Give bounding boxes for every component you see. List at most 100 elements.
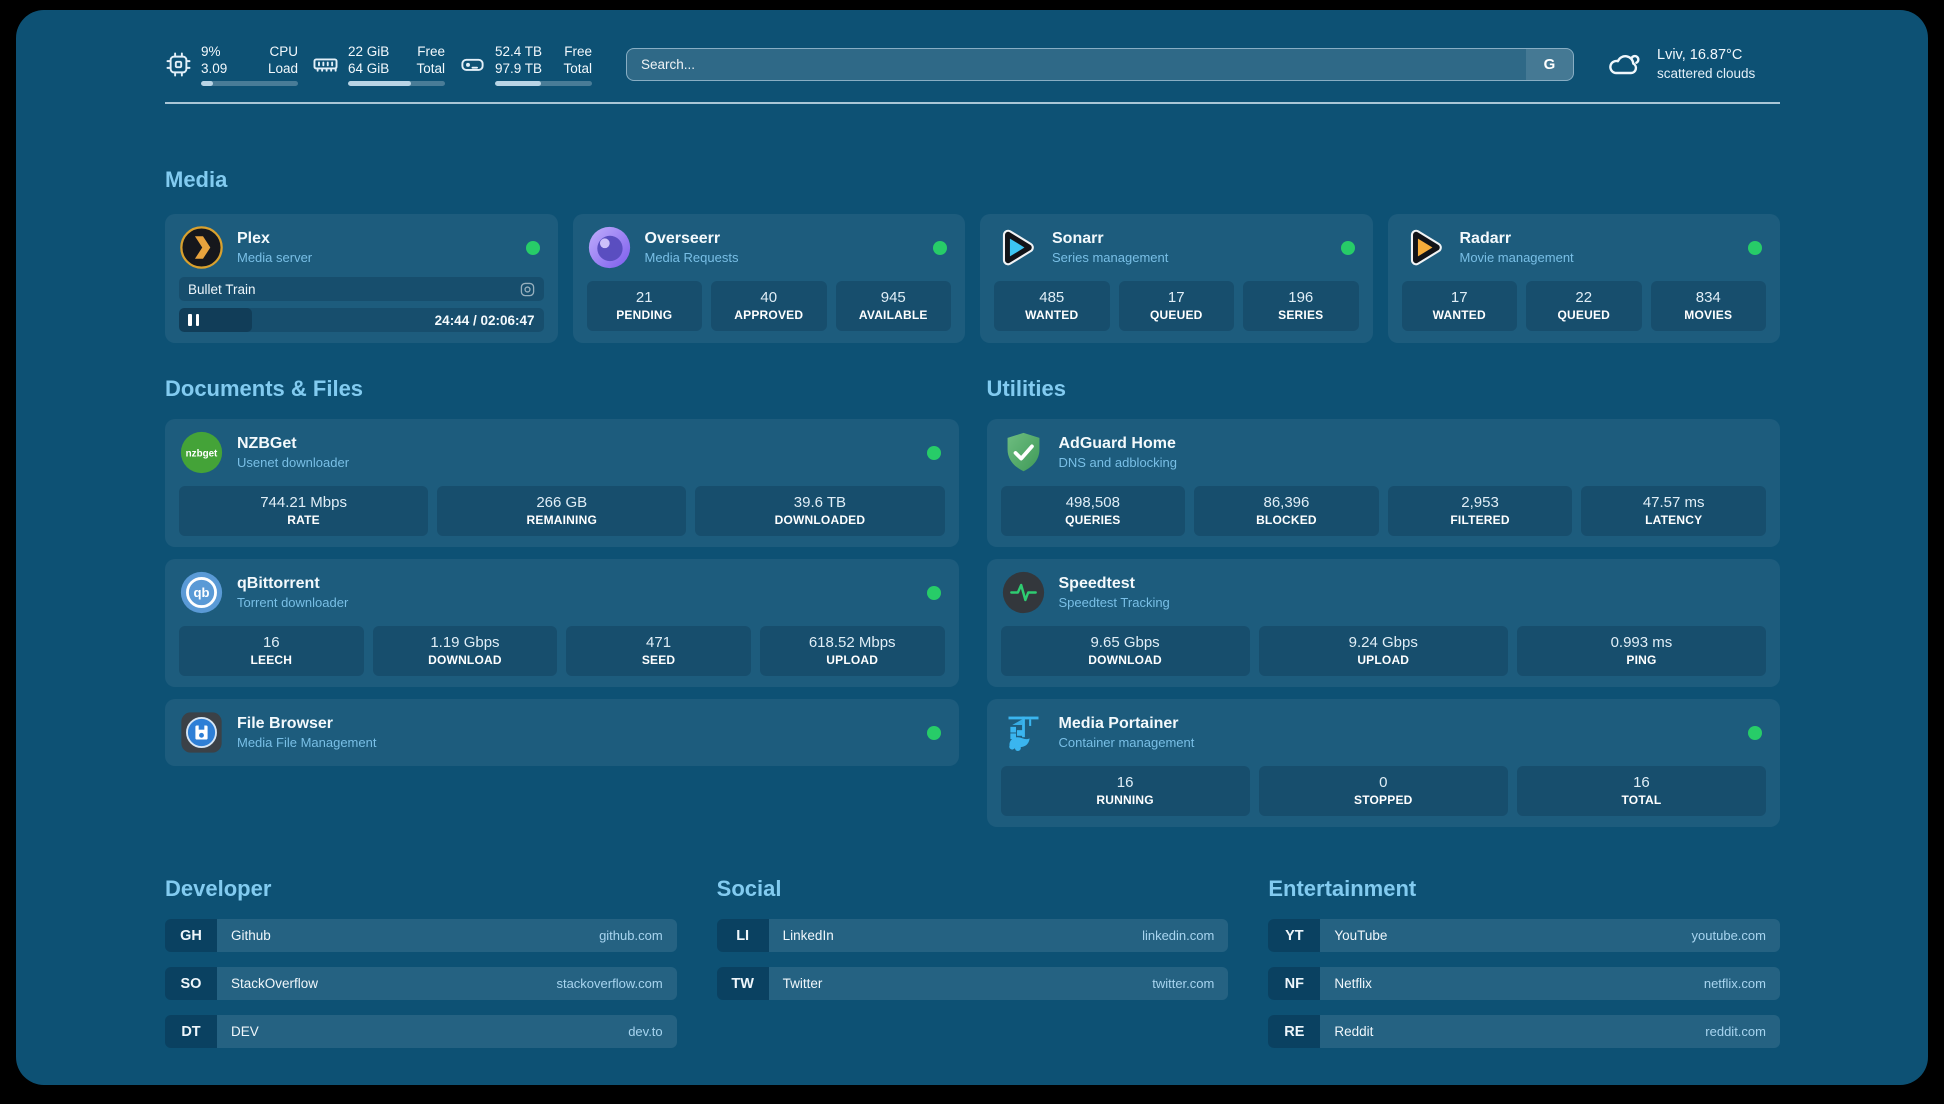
- app-card-sonarr[interactable]: Sonarr Series management 485 WANTED 17 Q…: [980, 214, 1373, 343]
- app-card-overseerr[interactable]: Overseerr Media Requests 21 PENDING 40 A…: [572, 214, 965, 343]
- stat-downloaded: 39.6 TB DOWNLOADED: [695, 486, 945, 536]
- app-card-plex[interactable]: Plex Media server Bullet Train: [165, 214, 558, 343]
- search-engine-button[interactable]: G: [1526, 48, 1573, 80]
- section-title-documents: Documents & Files: [165, 376, 364, 401]
- bookmark-abbr: NF: [1268, 967, 1321, 1000]
- radarr-icon: [1402, 225, 1447, 270]
- top-bar: 9% CPU 3.09 Load: [165, 40, 1780, 88]
- header-divider: [165, 102, 1780, 104]
- stat-ping: 0.993 ms PING: [1516, 626, 1767, 676]
- bookmark-reddit[interactable]: RE Reddit reddit.com: [1268, 1015, 1780, 1048]
- stat-movies: 834 MOVIES: [1650, 281, 1766, 331]
- now-playing-row: Bullet Train: [179, 277, 544, 301]
- app-subtitle: Movie management: [1459, 250, 1574, 265]
- status-dot: [1748, 240, 1762, 255]
- app-subtitle: Speedtest Tracking: [1058, 595, 1170, 610]
- stat-queued: 17 QUEUED: [1118, 281, 1234, 331]
- playback-progress-row: 24:44 / 02:06:47: [179, 308, 544, 332]
- status-dot: [926, 445, 941, 460]
- app-name: Plex: [237, 230, 270, 247]
- status-dot: [933, 240, 947, 255]
- stat-upload: 9.24 Gbps UPLOAD: [1258, 626, 1508, 676]
- filebrowser-icon: [179, 710, 224, 755]
- bookmark-abbr: SO: [165, 967, 217, 1000]
- cpu-progress-bar: [201, 80, 298, 86]
- nzbget-icon: nzbget: [179, 430, 224, 475]
- ram-total-value: 64 GiB: [348, 60, 390, 76]
- search-input[interactable]: [626, 47, 1574, 81]
- disk-icon: [461, 58, 484, 71]
- stat-queries: 498,508 QUERIES: [1000, 486, 1186, 536]
- weather-location-temp: Lviv, 16.87°C: [1657, 46, 1743, 63]
- disk-total-label: Total: [563, 60, 592, 76]
- section-title-utilities: Utilities: [986, 376, 1066, 401]
- session-screen-icon: [520, 282, 535, 297]
- app-card-speedtest[interactable]: Speedtest Speedtest Tracking 9.65 Gbps D…: [986, 559, 1780, 687]
- bookmark-stackoverflow[interactable]: SO StackOverflow stackoverflow.com: [165, 967, 677, 1000]
- app-subtitle: DNS and adblocking: [1058, 455, 1178, 470]
- stat-running: 16 RUNNING: [1000, 766, 1250, 816]
- ram-free-label: Free: [417, 43, 445, 59]
- app-card-adguard[interactable]: AdGuard Home DNS and adblocking 498,508 …: [986, 419, 1780, 547]
- stat-leech: 16 LEECH: [179, 626, 364, 676]
- bookmark-github[interactable]: GH Github github.com: [165, 919, 677, 952]
- stat-pending: 21 PENDING: [586, 281, 702, 331]
- now-playing-title: Bullet Train: [188, 281, 256, 297]
- bookmark-netflix[interactable]: NF Netflix netflix.com: [1268, 967, 1780, 1000]
- section-utilities: Utilities: [986, 375, 1780, 827]
- app-card-filebrowser[interactable]: File Browser Media File Management: [165, 699, 959, 766]
- cloud-icon: [1609, 54, 1640, 75]
- stat-wanted: 17 WANTED: [1401, 281, 1517, 331]
- stat-latency: 47.57 ms LATENCY: [1581, 486, 1766, 536]
- disk-progress-fill: [495, 80, 541, 86]
- pause-icon: [188, 314, 199, 326]
- app-card-qbittorrent[interactable]: qb qBittorrent Torrent downloader: [165, 559, 959, 687]
- app-name: Sonarr: [1052, 230, 1104, 247]
- bookmark-name: Netflix: [1334, 976, 1372, 991]
- cpu-icon: [166, 52, 191, 76]
- app-card-portainer[interactable]: Media Portainer Container management 16 …: [986, 699, 1780, 827]
- stat-remaining: 266 GB REMAINING: [437, 486, 687, 536]
- bookmark-youtube[interactable]: YT YouTube youtube.com: [1268, 919, 1780, 952]
- ram-free-value: 22 GiB: [348, 43, 390, 59]
- weather-condition: scattered clouds: [1657, 65, 1756, 81]
- section-documents: Documents & Files nzbget: [165, 375, 959, 827]
- app-subtitle: Series management: [1052, 250, 1169, 265]
- speedtest-icon: [1001, 570, 1046, 615]
- stat-approved: 40 APPROVED: [711, 281, 827, 331]
- app-name: NZBGet: [237, 435, 297, 452]
- bookmark-abbr: RE: [1268, 1015, 1321, 1048]
- stat-stopped: 0 STOPPED: [1258, 766, 1508, 816]
- stat-download: 1.19 Gbps DOWNLOAD: [372, 626, 558, 676]
- bookmark-name: Reddit: [1334, 1024, 1374, 1039]
- bookmark-url: twitter.com: [1152, 976, 1215, 991]
- app-subtitle: Media Requests: [644, 250, 739, 265]
- stat-total: 16 TOTAL: [1516, 766, 1767, 816]
- cpu-load-label: Load: [267, 60, 298, 76]
- ram-icon: [313, 57, 338, 72]
- search-bar: G: [626, 47, 1574, 81]
- ram-total-label: Total: [416, 60, 445, 76]
- bookmark-name: YouTube: [1334, 928, 1388, 943]
- section-title-social: Social: [716, 876, 782, 901]
- bookmarks-developer: Developer GH Github github.com SO StackO…: [165, 875, 677, 1048]
- status-dot: [1748, 725, 1762, 740]
- app-card-radarr[interactable]: Radarr Movie management 17 WANTED 22 QUE…: [1387, 214, 1780, 343]
- bookmark-url: youtube.com: [1691, 928, 1766, 943]
- bookmark-linkedin[interactable]: LI LinkedIn linkedin.com: [716, 919, 1229, 952]
- bookmark-url: netflix.com: [1703, 976, 1766, 991]
- bookmark-name: StackOverflow: [231, 976, 319, 991]
- status-dot: [926, 585, 941, 600]
- bookmark-dev[interactable]: DT DEV dev.to: [165, 1015, 677, 1048]
- section-title-developer: Developer: [165, 876, 272, 901]
- bookmark-url: github.com: [599, 928, 663, 943]
- bookmark-url: linkedin.com: [1142, 928, 1215, 943]
- sonarr-icon: [994, 225, 1039, 270]
- app-subtitle: Media server: [237, 250, 313, 265]
- app-card-nzbget[interactable]: nzbget NZBGet Usenet downloader 74: [165, 419, 959, 547]
- app-name: qBittorrent: [237, 575, 320, 592]
- portainer-icon: [1001, 710, 1046, 755]
- app-name: Radarr: [1459, 230, 1512, 247]
- bookmark-twitter[interactable]: TW Twitter twitter.com: [716, 967, 1229, 1000]
- cpu-load-value: 3.09: [201, 60, 228, 76]
